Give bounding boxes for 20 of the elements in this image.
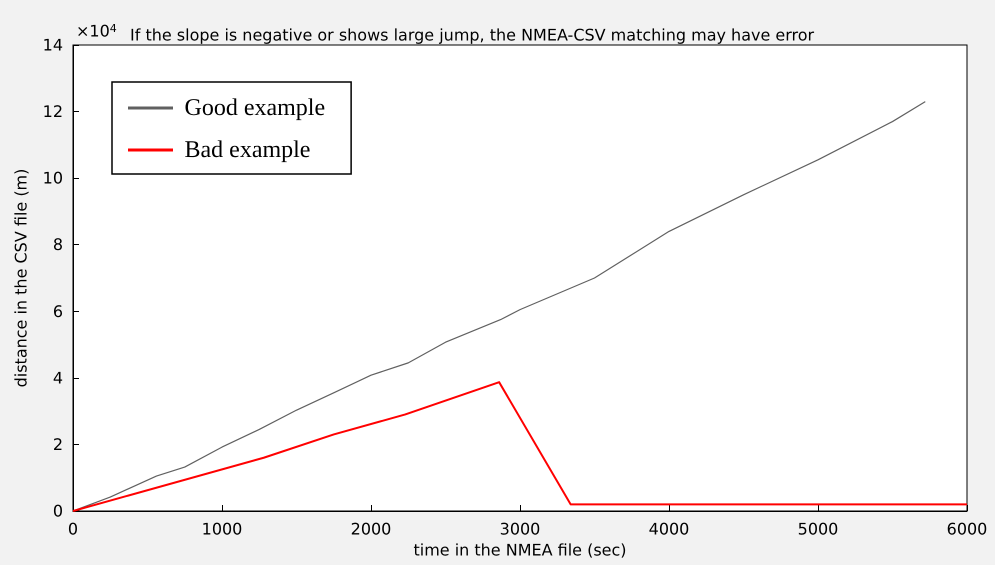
y-tick-label: 2 (52, 434, 63, 454)
y-tick-label: 0 (52, 502, 63, 520)
x-tick-label: 4000 (648, 520, 690, 538)
y-tick-label: 6 (52, 302, 63, 321)
y-tick-label: 8 (52, 235, 63, 254)
x-tick-label: 3000 (500, 520, 540, 538)
legend-label: Good example (184, 95, 326, 121)
y-tick-label: 4 (52, 368, 63, 388)
legend-label: Bad example (184, 137, 310, 163)
x-tick-label: 1000 (202, 520, 242, 538)
x-tick-label: 0 (68, 520, 78, 538)
x-tick-label: 6000 (946, 520, 988, 538)
x-tick-label: 5000 (798, 520, 838, 538)
y-tick-label: 12 (42, 102, 63, 122)
y-axis-title: distance in the CSV file (m) (12, 168, 30, 388)
y-tick-label: 10 (42, 168, 63, 188)
chart-title: If the slope is negative or shows large jump, the NMEA-CSV matching may have error (130, 26, 815, 44)
x-axis-title: time in the NMEA file (sec) (413, 540, 627, 560)
x-tick-label: 2000 (350, 520, 392, 538)
y-tick-label: 14 (42, 36, 63, 54)
